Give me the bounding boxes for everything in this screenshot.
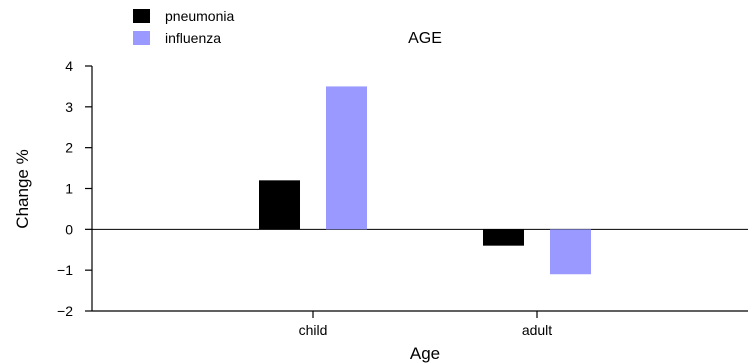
bar-influenza-child bbox=[326, 86, 367, 230]
y-tick-label: 3 bbox=[65, 99, 73, 115]
y-axis-label: Change % bbox=[13, 149, 32, 228]
y-tick-label: −1 bbox=[57, 262, 73, 278]
x-tick-label-child: child bbox=[299, 322, 328, 338]
legend-label-influenza: influenza bbox=[165, 30, 221, 46]
chart-title: AGE bbox=[408, 30, 442, 47]
bar-influenza-adult bbox=[550, 229, 591, 275]
legend-label-pneumonia: pneumonia bbox=[165, 8, 234, 24]
axes: −2 −1 0 1 2 3 4 child adult bbox=[57, 58, 748, 338]
bar-pneumonia-adult bbox=[483, 229, 524, 246]
y-tick-label: 1 bbox=[65, 181, 73, 197]
bars bbox=[259, 86, 591, 275]
y-tick-label: 4 bbox=[65, 58, 73, 74]
legend: pneumonia influenza bbox=[133, 8, 234, 46]
legend-swatch-pneumonia bbox=[133, 9, 150, 23]
y-tick-label: −2 bbox=[57, 303, 73, 319]
x-tick-label-adult: adult bbox=[522, 322, 552, 338]
legend-swatch-influenza bbox=[133, 31, 150, 45]
x-axis-label: Age bbox=[410, 344, 440, 363]
y-tick-label: 0 bbox=[65, 221, 73, 237]
y-tick-label: 2 bbox=[65, 140, 73, 156]
bar-pneumonia-child bbox=[259, 180, 300, 230]
